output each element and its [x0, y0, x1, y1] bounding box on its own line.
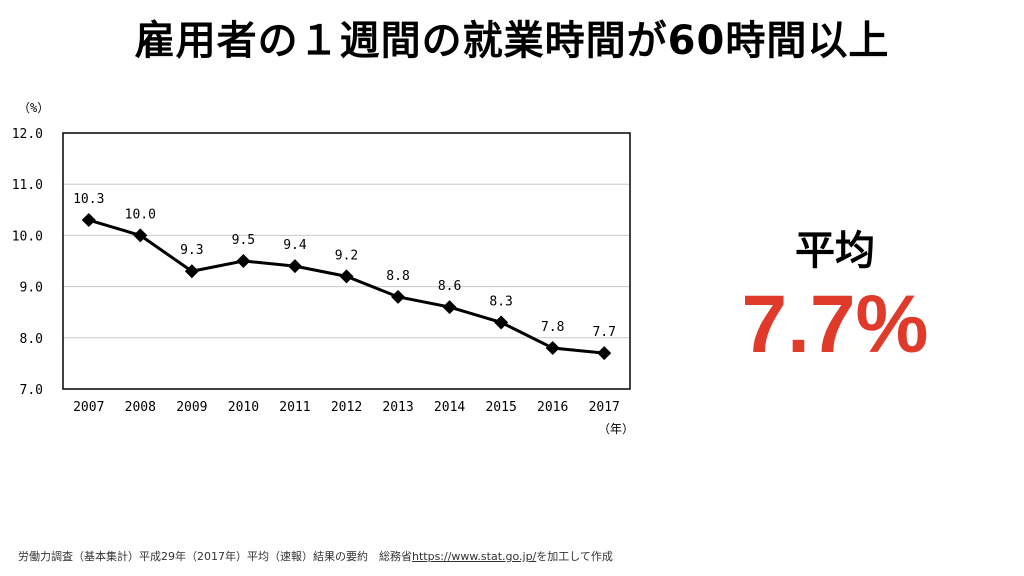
y-tick-label: 7.0 — [20, 383, 43, 398]
data-point-marker — [339, 269, 354, 284]
x-tick-label: 2009 — [176, 400, 207, 415]
x-tick-label: 2012 — [331, 400, 362, 415]
x-tick-label: 2011 — [279, 400, 310, 415]
data-label: 10.0 — [125, 207, 156, 222]
data-point-marker — [545, 341, 560, 356]
data-label: 9.5 — [232, 233, 255, 248]
average-value: 7.7% — [741, 279, 929, 370]
x-tick-label: 2013 — [382, 400, 413, 415]
x-tick-label: 2014 — [434, 400, 465, 415]
x-axis-unit: （年） — [598, 422, 634, 436]
y-tick-label: 12.0 — [12, 127, 43, 142]
source-suffix: を加工して作成 — [536, 550, 613, 563]
source-link[interactable]: https://www.stat.go.jp/ — [412, 550, 537, 563]
source-text: 労働力調査（基本集計）平成29年（2017年）平均（速報）結果の要約 総務省 — [18, 550, 412, 563]
y-tick-label: 8.0 — [20, 332, 43, 347]
data-label: 10.3 — [73, 192, 104, 207]
y-axis-unit: （%） — [18, 101, 49, 115]
data-label: 9.3 — [180, 243, 203, 258]
data-point-marker — [236, 254, 251, 268]
data-label: 7.8 — [541, 320, 564, 335]
average-label: 平均 — [795, 228, 875, 274]
line-chart: （%） （年） 7.0 8.0 9.0 10.0 11.0 12.0 2007 2008 200… — [12, 101, 634, 436]
data-label: 9.4 — [283, 238, 307, 253]
y-tick-label: 9.0 — [20, 281, 43, 296]
y-tick-label: 10.0 — [12, 229, 43, 244]
x-tick-label: 2016 — [537, 400, 568, 415]
page-title: 雇用者の１週間の就業時間が60時間以上 — [134, 18, 890, 64]
x-tick-label: 2007 — [73, 400, 104, 415]
x-tick-label: 2015 — [485, 400, 516, 415]
data-label: 7.7 — [592, 325, 615, 340]
y-tick-label: 11.0 — [12, 178, 43, 193]
data-point-marker — [287, 259, 302, 274]
plot-frame — [62, 132, 631, 390]
data-point-marker — [184, 264, 199, 279]
data-point-marker — [494, 315, 509, 330]
data-point-marker — [442, 300, 457, 315]
x-tick-label: 2010 — [228, 400, 259, 415]
data-label: 8.8 — [386, 269, 409, 284]
data-label: 8.3 — [489, 294, 512, 309]
data-label: 8.6 — [438, 279, 461, 294]
x-tick-label: 2017 — [589, 400, 620, 415]
source-note: 労働力調査（基本集計）平成29年（2017年）平均（速報）結果の要約 総務省ht… — [18, 548, 613, 564]
data-point-marker — [133, 228, 148, 243]
data-point-marker — [597, 346, 612, 361]
data-label: 9.2 — [335, 248, 358, 263]
data-point-marker — [81, 213, 96, 228]
x-tick-label: 2008 — [125, 400, 156, 415]
data-point-marker — [391, 289, 406, 304]
